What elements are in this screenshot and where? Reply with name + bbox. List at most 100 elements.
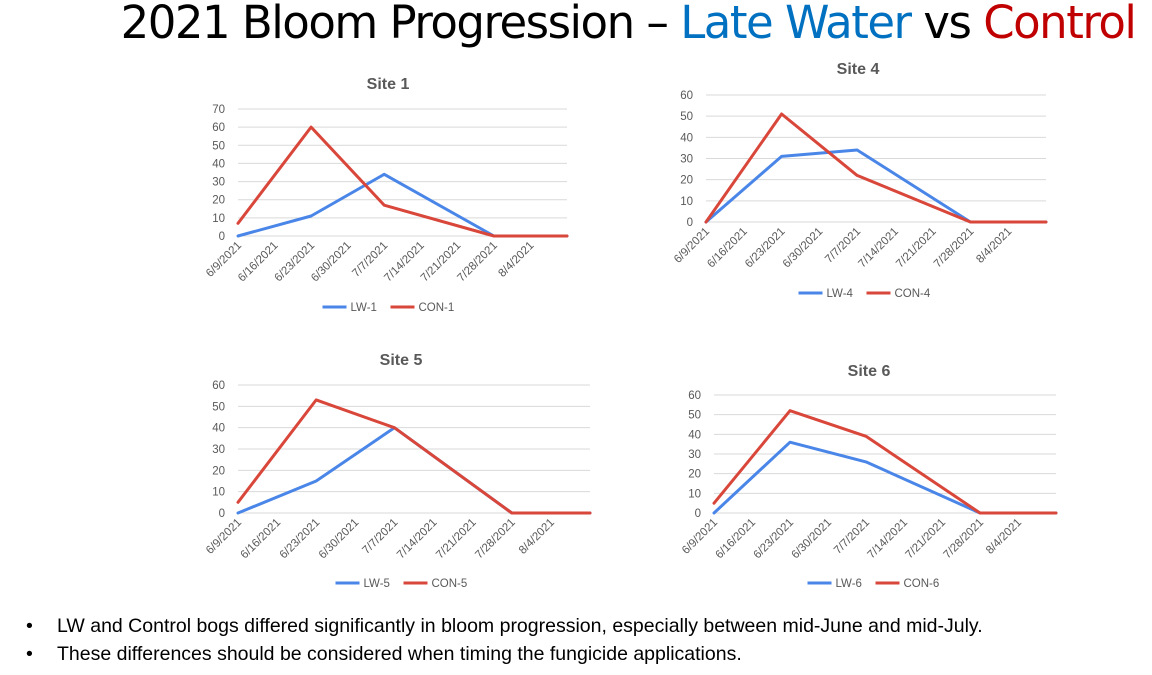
y-tick-label: 60 bbox=[688, 390, 701, 402]
legend-label: LW-5 bbox=[364, 578, 390, 590]
y-tick-label: 40 bbox=[212, 158, 225, 170]
x-tick-label: 7/21/2021 bbox=[903, 517, 948, 562]
x-tick-label: 8/4/2021 bbox=[517, 517, 557, 557]
legend-item: LW-5 bbox=[335, 578, 390, 590]
chart-title: Site 1 bbox=[367, 76, 410, 93]
series-line bbox=[236, 125, 569, 238]
x-tick-label: 6/16/2021 bbox=[705, 226, 750, 271]
y-tick-label: 50 bbox=[688, 410, 701, 422]
x-tick-label: 8/4/2021 bbox=[974, 226, 1014, 266]
series-line bbox=[712, 440, 1058, 515]
y-tick-label: 20 bbox=[212, 195, 225, 207]
series-line bbox=[236, 172, 569, 238]
legend-label: CON-1 bbox=[419, 302, 455, 314]
x-tick-label: 8/4/2021 bbox=[984, 517, 1024, 557]
legend-item: CON-1 bbox=[390, 302, 455, 314]
x-tick-label: 6/30/2021 bbox=[781, 226, 826, 271]
legend-item: LW-6 bbox=[807, 578, 862, 590]
x-tick-label: 7/28/2021 bbox=[932, 226, 977, 271]
x-tick-label: 6/30/2021 bbox=[317, 517, 362, 562]
legend-label: LW-1 bbox=[351, 302, 377, 314]
x-tick-label: 6/30/2021 bbox=[309, 240, 354, 285]
y-tick-label: 10 bbox=[212, 487, 225, 499]
legend-label: LW-4 bbox=[827, 288, 854, 300]
y-tick-label: 30 bbox=[688, 449, 701, 461]
x-tick-label: 7/28/2021 bbox=[941, 517, 986, 562]
line-chart: Site 5 0 10 20 30 40 50 60 6/9/20216/16/20216/23… bbox=[204, 352, 592, 590]
x-tick-label: 6/16/2021 bbox=[713, 517, 758, 562]
y-tick-label: 50 bbox=[212, 140, 225, 152]
bullet-item: • LW and Control bogs differed significan… bbox=[26, 612, 983, 640]
y-tick-label: 20 bbox=[680, 175, 693, 187]
y-tick-label: 60 bbox=[212, 122, 225, 134]
y-tick-label: 20 bbox=[212, 465, 225, 477]
x-tick-label: 6/9/2021 bbox=[680, 517, 720, 557]
slide-title: 2021 Bloom Progression – Late Water vs C… bbox=[0, 0, 1152, 49]
bullet-item: • These differences should be considered … bbox=[26, 640, 983, 668]
legend-label: LW-6 bbox=[836, 578, 862, 590]
legend-item: CON-6 bbox=[875, 578, 940, 590]
y-tick-label: 10 bbox=[688, 488, 701, 500]
y-tick-label: 60 bbox=[680, 90, 693, 102]
series-line bbox=[704, 112, 1048, 224]
y-tick-label: 10 bbox=[680, 196, 693, 208]
series-line bbox=[236, 398, 592, 515]
y-tick-label: 30 bbox=[212, 444, 225, 456]
x-tick-label: 7/28/2021 bbox=[455, 240, 500, 285]
y-tick-label: 0 bbox=[219, 508, 225, 520]
y-tick-label: 10 bbox=[212, 213, 225, 225]
legend-item: CON-5 bbox=[403, 578, 468, 590]
x-tick-label: 7/7/2021 bbox=[360, 517, 400, 557]
bullet-text: These differences should be considered w… bbox=[57, 643, 742, 665]
series-line bbox=[704, 148, 1048, 224]
chart-grid: Site 1 0 10 20 30 40 50 60 70 6/9/2021 6/16/2021 6/… bbox=[204, 61, 1058, 590]
y-tick-label: 0 bbox=[687, 217, 693, 229]
x-tick-label: 6/23/2021 bbox=[743, 226, 788, 271]
y-tick-label: 40 bbox=[688, 429, 701, 441]
chart-title: Site 4 bbox=[837, 61, 880, 78]
x-tick-label: 7/14/2021 bbox=[395, 517, 440, 562]
title-part: Late Water bbox=[680, 0, 912, 49]
line-chart: Site 401020304050606/9/20216/16/20216/23… bbox=[672, 61, 1048, 300]
x-tick-label: 8/4/2021 bbox=[496, 240, 536, 280]
y-tick-label: 50 bbox=[680, 111, 693, 123]
y-tick-label: 60 bbox=[212, 380, 225, 392]
line-chart: Site 6 0 10 20 30 40 50 60 6/9/20216/16/20216/23… bbox=[680, 363, 1058, 590]
legend-label: CON-6 bbox=[904, 578, 940, 590]
x-tick-label: 6/9/2021 bbox=[204, 517, 244, 557]
x-tick-label: 7/28/2021 bbox=[473, 517, 518, 562]
legend-label: CON-5 bbox=[432, 578, 468, 590]
x-tick-label: 6/30/2021 bbox=[789, 517, 834, 562]
y-tick-label: 0 bbox=[695, 508, 701, 520]
title-part: 2021 Bloom Progression – bbox=[120, 0, 681, 49]
y-tick-label: 30 bbox=[212, 177, 225, 189]
y-tick-label: 30 bbox=[680, 154, 693, 166]
bullet-glyph: • bbox=[26, 615, 33, 637]
title-part: vs bbox=[910, 0, 984, 49]
chart-title: Site 6 bbox=[848, 363, 891, 380]
x-tick-label: 7/14/2021 bbox=[865, 517, 910, 562]
legend-item: LW-4 bbox=[798, 288, 854, 300]
y-tick-label: 40 bbox=[680, 132, 693, 144]
x-tick-label: 7/21/2021 bbox=[434, 517, 479, 562]
bullet-glyph: • bbox=[26, 643, 33, 665]
y-tick-label: 20 bbox=[688, 469, 701, 481]
y-tick-label: 0 bbox=[219, 231, 225, 243]
bullet-list: • LW and Control bogs differed significan… bbox=[26, 612, 983, 668]
line-chart: Site 10102030405060706/9/20216/16/20216/… bbox=[204, 76, 569, 314]
y-tick-label: 70 bbox=[212, 104, 225, 116]
x-tick-label: 6/16/2021 bbox=[239, 517, 284, 562]
x-tick-label: 7/21/2021 bbox=[894, 226, 939, 271]
chart-title: Site 5 bbox=[380, 352, 423, 369]
x-tick-label: 7/7/2021 bbox=[832, 517, 872, 557]
legend-item: LW-1 bbox=[322, 302, 377, 314]
x-tick-label: 7/14/2021 bbox=[856, 226, 901, 271]
series-line bbox=[712, 409, 1058, 515]
legend-label: CON-4 bbox=[895, 288, 931, 300]
x-tick-label: 6/23/2021 bbox=[278, 517, 323, 562]
legend-item: CON-4 bbox=[866, 288, 931, 300]
title-part: Control bbox=[983, 0, 1137, 49]
y-tick-label: 40 bbox=[212, 423, 225, 435]
bullet-text: LW and Control bogs differed significant… bbox=[57, 615, 983, 637]
y-tick-label: 50 bbox=[212, 401, 225, 413]
